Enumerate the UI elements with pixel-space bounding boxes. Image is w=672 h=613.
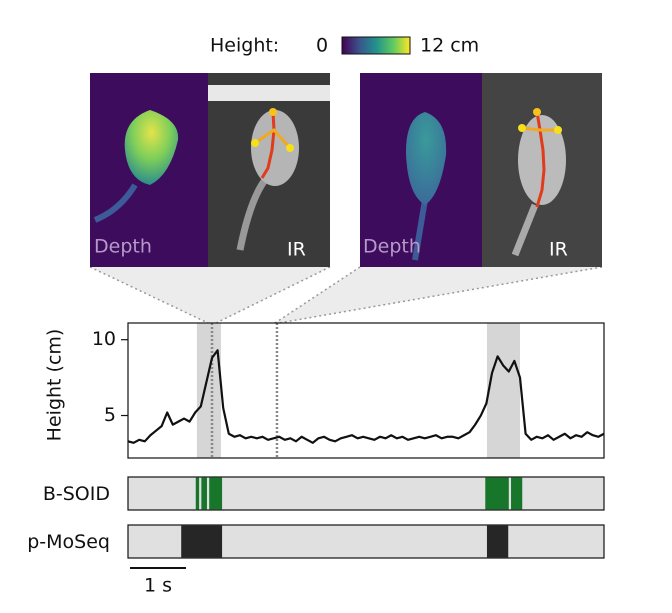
ethogram-label: B-SOID [43,483,110,505]
skeleton [535,111,546,208]
ethogram-segment [201,477,207,510]
y-axis-label: Height (cm) [44,329,66,442]
tail [511,203,539,257]
colorbar-max: 12 cm [420,35,479,57]
tail [236,177,268,251]
scale-bar-label: 1 s [144,575,172,597]
mouse [124,110,179,185]
keypoint [518,124,526,132]
connector-line [89,266,209,324]
tail [412,199,428,261]
keypoint [533,108,541,116]
ir-highlight [208,85,330,101]
ethogram-segment [209,477,223,510]
panel-label: Depth [363,236,421,258]
keypoint [269,108,277,116]
connector-line [274,266,361,324]
keypoint [251,139,259,147]
image-panel: Depth IR [360,73,602,267]
ethogram-segment [511,477,523,510]
keypoint [554,126,562,134]
ethogram-segment [195,477,200,510]
highlight-band [196,323,221,458]
colorbar-min: 0 [316,35,328,57]
ethogram-label: p-MoSeq [27,531,110,553]
ethogram-track [127,476,605,511]
mouse [405,112,447,205]
tail [93,183,138,223]
panel-label: IR [549,239,568,261]
panel-label: IR [287,239,306,261]
panel-label: Depth [94,236,152,258]
skeleton [260,111,276,179]
connector-line [215,266,331,324]
image-panel: Depth IR [90,73,330,267]
plot-frame [127,322,605,459]
ethogram-segment [486,525,509,558]
highlight-band [486,323,520,458]
height-trace [127,349,605,444]
y-tick-label: 5 [104,404,116,426]
y-tick-label: 10 [92,328,116,350]
zoom-connector [90,267,330,323]
colorbar-label: Height: [210,35,279,57]
skeleton [521,126,558,132]
mouse [251,110,299,186]
keypoint [286,144,294,152]
ethogram-segment [485,477,509,510]
colorbar [341,36,411,55]
ethogram-segment [181,525,223,558]
skeleton [254,128,292,149]
